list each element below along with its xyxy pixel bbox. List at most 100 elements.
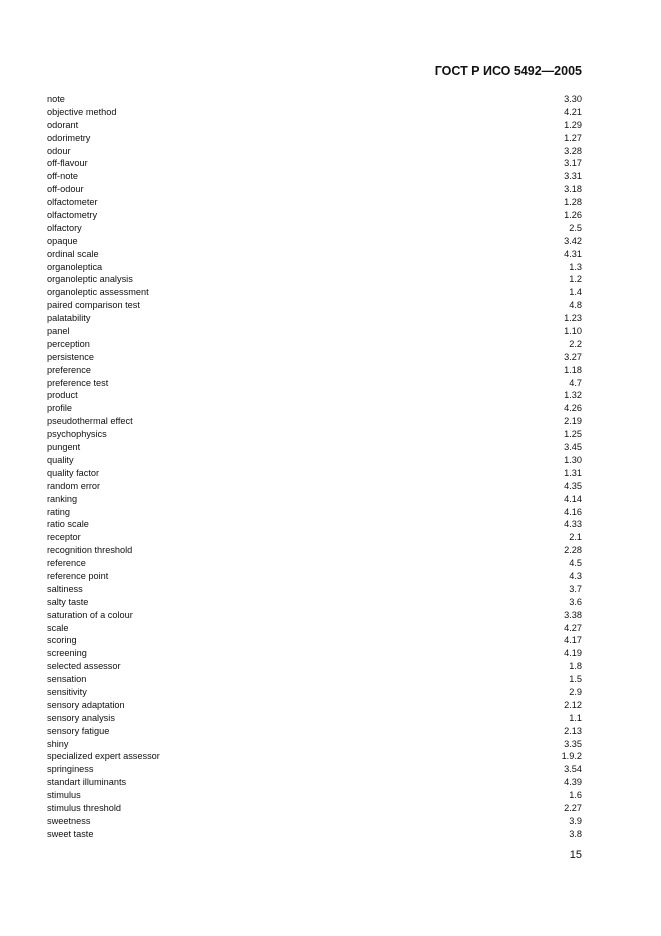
index-entry: preference test 4.7 [47, 377, 582, 390]
entry-term: preference [47, 364, 91, 375]
entry-reference: 1.5 [569, 674, 582, 685]
entry-reference: 1.3 [569, 261, 582, 272]
index-entry: organoleptic analysis 1.2 [47, 273, 582, 286]
entry-term: off-note [47, 171, 78, 182]
index-entry: sensory analysis 1.1 [47, 712, 582, 725]
entry-term: objective method [47, 106, 117, 117]
entry-term: scale [47, 622, 69, 633]
entry-term: sensory adaptation [47, 699, 125, 710]
entry-reference: 2.9 [569, 686, 582, 697]
entry-term: odorimetry [47, 132, 91, 143]
entry-reference: 3.28 [564, 145, 582, 156]
index-entry: odorant 1.29 [47, 119, 582, 132]
index-entry: screening 4.19 [47, 647, 582, 660]
entry-reference: 1.28 [564, 197, 582, 208]
entry-term: sensory fatigue [47, 725, 110, 736]
entry-reference: 3.30 [564, 94, 582, 104]
entry-term: random error [47, 480, 101, 491]
index-entry: perception 2.2 [47, 338, 582, 351]
index-entry: selected assessor 1.8 [47, 660, 582, 673]
entry-reference: 1.26 [564, 210, 582, 221]
index-entry: recognition threshold 2.28 [47, 544, 582, 557]
entry-term: pungent [47, 442, 81, 453]
index-entry: sensitivity 2.9 [47, 686, 582, 699]
entry-term: olfactory [47, 222, 82, 233]
entry-reference: 3.9 [569, 815, 582, 826]
index-entry: saturation of a colour 3.38 [47, 609, 582, 622]
entry-reference: 2.28 [564, 545, 582, 556]
index-entry: paired comparison test 4.8 [47, 299, 582, 312]
index-entry: olfactory 2.5 [47, 222, 582, 235]
entry-reference: 4.3 [569, 570, 582, 581]
entry-reference: 1.6 [569, 790, 582, 801]
entry-term: pseudothermal effect [47, 416, 133, 427]
entry-term: stimulus threshold [47, 802, 122, 813]
index-entry: olfactometry 1.26 [47, 209, 582, 222]
entry-term: ranking [47, 493, 78, 504]
entry-reference: 2.2 [569, 338, 582, 349]
index-entry: preference 1.18 [47, 364, 582, 377]
entry-term: ordinal scale [47, 248, 99, 259]
entry-term: off-odour [47, 184, 84, 195]
index-entry: scoring 4.17 [47, 634, 582, 647]
index-entry: product 1.32 [47, 389, 582, 402]
index-entry: receptor 2.1 [47, 531, 582, 544]
index-entry: sensation 1.5 [47, 673, 582, 686]
entry-reference: 2.27 [564, 802, 582, 813]
entry-term: olfactometer [47, 197, 98, 208]
entry-term: sensation [47, 674, 87, 685]
index-entry: quality 1.30 [47, 454, 582, 467]
entry-reference: 4.35 [564, 480, 582, 491]
entry-reference: 1.27 [564, 132, 582, 143]
index-entry: panel 1.10 [47, 325, 582, 338]
entry-reference: 3.38 [564, 609, 582, 620]
entry-reference: 2.1 [569, 532, 582, 543]
entry-reference: 3.8 [569, 828, 582, 839]
entry-reference: 3.17 [564, 158, 582, 169]
entry-term: odour [47, 145, 71, 156]
entry-reference: 4.14 [564, 493, 582, 504]
entry-term: standart illuminants [47, 777, 127, 788]
entry-reference: 2.19 [564, 416, 582, 427]
entry-reference: 4.33 [564, 519, 582, 530]
entry-term: paired comparison test [47, 300, 140, 311]
entry-reference: 4.31 [564, 248, 582, 259]
entry-term: note [47, 94, 65, 104]
entry-term: salty taste [47, 596, 89, 607]
entry-reference: 2.12 [564, 699, 582, 710]
entry-reference: 1.9.2 [561, 751, 582, 762]
index-entry: olfactometer 1.28 [47, 196, 582, 209]
index-entry: sensory adaptation 2.12 [47, 699, 582, 712]
entry-term: reference [47, 558, 86, 569]
index-entry: pungent 3.45 [47, 441, 582, 454]
entry-term: organoleptica [47, 261, 103, 272]
index-list: note 3.30 objective method 4.21 odorant 1.29 o… [47, 93, 582, 841]
entry-reference: 1.8 [569, 661, 582, 672]
index-entry: palatability 1.23 [47, 312, 582, 325]
entry-reference: 1.32 [564, 390, 582, 401]
entry-term: rating [47, 506, 70, 517]
index-entry: stimulus threshold 2.27 [47, 802, 582, 815]
entry-term: palatability [47, 313, 91, 324]
entry-term: sweet taste [47, 828, 94, 839]
document-header: ГОСТ Р ИСО 5492—2005 [434, 64, 582, 78]
entry-term: receptor [47, 532, 81, 543]
entry-reference: 3.35 [564, 738, 582, 749]
entry-reference: 4.21 [564, 106, 582, 117]
index-entry: persistence 3.27 [47, 351, 582, 364]
entry-term: quality factor [47, 467, 100, 478]
index-entry: off-note 3.31 [47, 170, 582, 183]
entry-reference: 4.26 [564, 403, 582, 414]
index-entry: off-flavour 3.17 [47, 157, 582, 170]
entry-reference: 1.2 [569, 274, 582, 285]
entry-reference: 1.4 [569, 287, 582, 298]
entry-reference: 4.19 [564, 648, 582, 659]
index-entry: reference point 4.3 [47, 570, 582, 583]
entry-term: panel [47, 326, 70, 337]
index-entry: springiness 3.54 [47, 763, 582, 776]
index-entry: reference 4.5 [47, 557, 582, 570]
entry-term: odorant [47, 119, 79, 130]
index-entry: shiny 3.35 [47, 738, 582, 751]
index-entry: odour 3.28 [47, 145, 582, 158]
index-entry: off-odour 3.18 [47, 183, 582, 196]
